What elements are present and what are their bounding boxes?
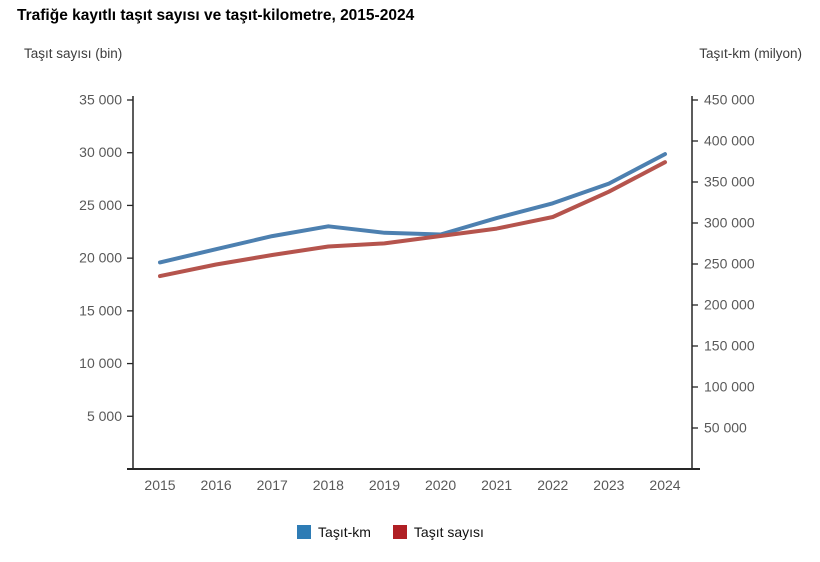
y-axis-left-tick-label: 25 000 — [79, 197, 122, 213]
x-axis-year-label: 2023 — [593, 477, 624, 493]
legend-swatch-icon — [392, 525, 407, 539]
y-axis-right-tick-label: 350 000 — [704, 174, 755, 190]
chart-title: Trafiğe kayıtlı taşıt sayısı ve taşıt-ki… — [17, 7, 415, 24]
series-line-tasit-km — [158, 152, 667, 265]
series-line-tasit-sayisi — [158, 160, 667, 279]
left-axis-caption: Taşıt sayısı (bin) — [24, 46, 123, 61]
x-axis-year-label: 2017 — [257, 477, 288, 493]
x-axis-year-label: 2021 — [481, 477, 512, 493]
y-axis-right-tick-label: 200 000 — [704, 297, 755, 313]
y-axis-left-tick-label: 5 000 — [87, 408, 122, 424]
y-axis-right-tick-label: 300 000 — [704, 215, 755, 231]
y-axis-left-tick-label: 35 000 — [79, 92, 122, 108]
legend-label: Taşıt-km — [318, 524, 371, 540]
legend-swatch-icon — [297, 525, 312, 539]
y-axis-right-tick-label: 250 000 — [704, 256, 755, 272]
chart-canvas: 5 000 10 000 15 000 20 000 25 000 30 000 35 00… — [79, 92, 755, 494]
x-axis-year-label: 2024 — [649, 477, 680, 493]
y-axis-left-tick-label: 10 000 — [79, 355, 122, 371]
legend: Taşıt-km Taşıt sayısı — [111, 524, 670, 540]
y-axis-left-tick-label: 15 000 — [79, 302, 122, 318]
legend-label: Taşıt sayısı — [413, 524, 484, 540]
y-axis-right-tick-label: 50 000 — [704, 420, 747, 436]
x-axis-year-label: 2019 — [369, 477, 400, 493]
y-axis-right-tick-label: 100 000 — [704, 379, 755, 395]
x-axis-year-label: 2022 — [537, 477, 568, 493]
x-axis-year-label: 2016 — [201, 477, 232, 493]
y-axis-right-tick-label: 150 000 — [704, 338, 755, 354]
x-axis-year-label: 2018 — [313, 477, 344, 493]
y-axis-left-tick-label: 30 000 — [79, 144, 122, 160]
x-axis-year-label: 2020 — [425, 477, 456, 493]
legend-item: Taşıt sayısı — [392, 524, 484, 540]
right-axis-caption: Taşıt-km (milyon) — [699, 46, 802, 61]
legend-item: Taşıt-km — [297, 524, 371, 540]
y-axis-right-tick-label: 400 000 — [704, 133, 755, 149]
y-axis-left-tick-label: 20 000 — [79, 250, 122, 266]
x-axis-year-label: 2015 — [144, 477, 175, 493]
y-axis-right-tick-label: 450 000 — [704, 92, 755, 108]
